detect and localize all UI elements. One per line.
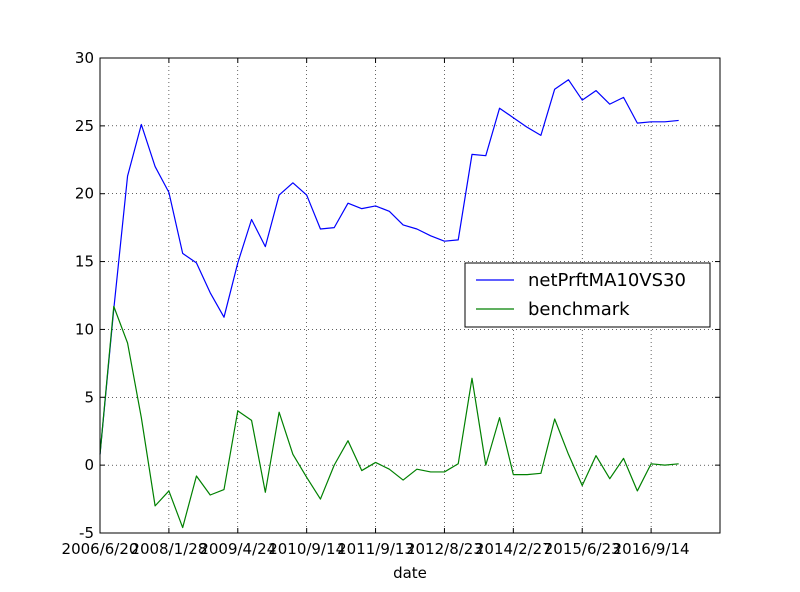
x-tick-label: 2014/2/27 <box>475 540 552 558</box>
y-tick-label: -5 <box>79 524 94 542</box>
x-axis-label: date <box>393 564 427 582</box>
x-tick-label: 2008/1/28 <box>130 540 207 558</box>
x-tick-label: 2009/4/24 <box>199 540 276 558</box>
legend-label-benchmark: benchmark <box>528 299 630 320</box>
y-tick-label: 0 <box>84 456 94 474</box>
plot-frame <box>99 57 721 534</box>
series-line-benchmark <box>99 305 679 529</box>
x-tick-label: 2010/9/14 <box>268 540 345 558</box>
legend-box <box>464 262 711 328</box>
x-tick-label: 2016/9/14 <box>613 540 690 558</box>
x-tick-label: 2006/6/20 <box>62 540 139 558</box>
x-tick-label: 2011/9/13 <box>337 540 414 558</box>
series-layer <box>99 79 679 529</box>
y-tick-label: 15 <box>75 253 94 271</box>
y-tick-label: 10 <box>75 320 94 338</box>
y-tick-label: 30 <box>75 49 94 67</box>
y-tick-label: 25 <box>75 117 94 135</box>
x-tick-label: 2012/8/23 <box>406 540 483 558</box>
axis-ticks <box>99 57 720 534</box>
x-tick-label: 2015/6/23 <box>544 540 621 558</box>
legend: netPrftMA10VS30 benchmark <box>464 262 711 328</box>
legend-label-netPrftMA10VS30: netPrftMA10VS30 <box>528 270 686 291</box>
y-tick-label: 20 <box>75 185 94 203</box>
series-line-netPrftMA10VS30 <box>99 79 679 455</box>
grid <box>100 58 720 533</box>
axis-tick-labels: -5 0 5 10 15 20 25 30 2006/6/202008/1/282009/4/2… <box>62 49 690 558</box>
y-tick-label: 5 <box>84 388 94 406</box>
